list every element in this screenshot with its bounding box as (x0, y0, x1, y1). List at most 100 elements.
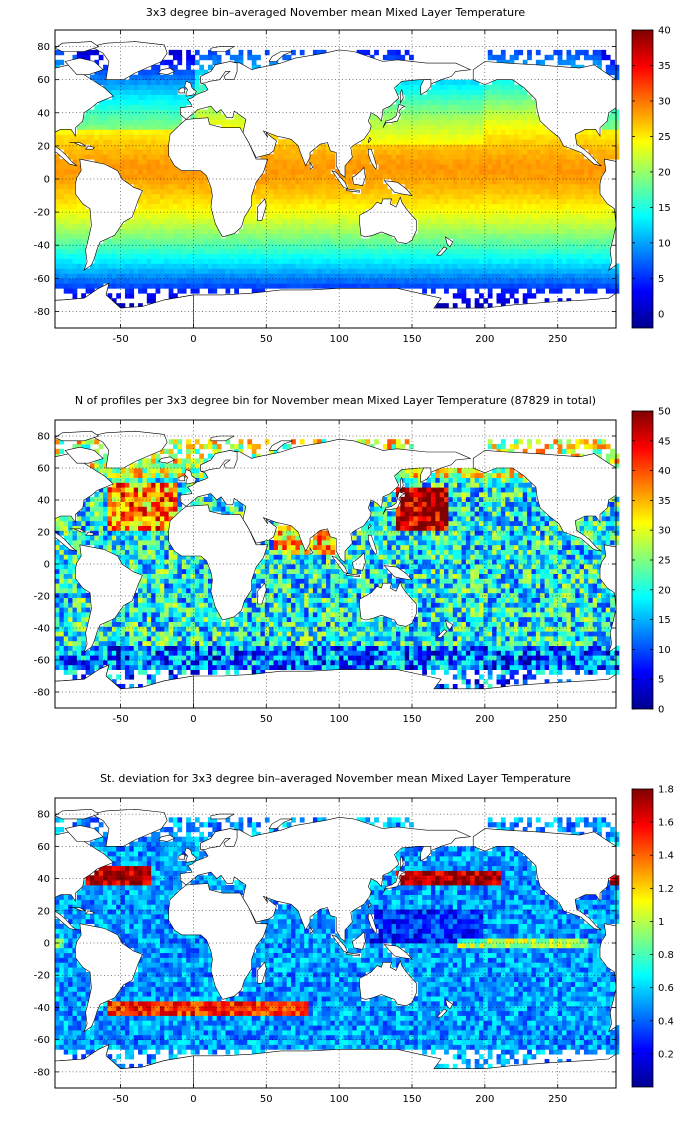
bin-cell (142, 84, 148, 90)
bin-cell (479, 154, 484, 160)
bin-cell (374, 154, 379, 160)
bin-cell (146, 278, 152, 284)
bin-cell (312, 159, 318, 165)
bin-cell (308, 253, 314, 259)
bin-cell (422, 283, 427, 289)
bin-cell (142, 114, 148, 120)
bin-cell (291, 273, 296, 279)
bin-cell (55, 278, 60, 284)
bin-cell (124, 492, 130, 498)
bin-cell (124, 530, 130, 536)
bin-cell (535, 258, 541, 264)
bin-cell (277, 144, 283, 150)
bin-cell (168, 213, 174, 220)
bin-cell (465, 298, 471, 304)
bin-cell (208, 253, 213, 259)
bin-cell (68, 203, 73, 210)
bin-cell (142, 144, 148, 150)
bin-cell (81, 631, 86, 637)
bin-cell (317, 218, 323, 225)
bin-cell (273, 183, 279, 190)
bin-cell (85, 154, 91, 160)
bin-cell (120, 238, 126, 244)
bin-cell (369, 114, 375, 120)
bin-cell (395, 144, 401, 150)
bin-cell (413, 114, 419, 120)
bin-cell (483, 89, 489, 95)
bin-cell (63, 159, 69, 165)
bin-cell (72, 583, 78, 589)
bin-cell (286, 238, 292, 244)
bin-cell (63, 139, 69, 145)
bin-cell (570, 253, 576, 259)
bin-cell (496, 164, 502, 170)
bin-cell (601, 124, 607, 130)
bin-cell (597, 248, 602, 254)
bin-cell (269, 213, 274, 220)
bin-cell (273, 278, 279, 284)
bin-cell (124, 218, 130, 225)
bin-cell (155, 169, 161, 175)
bin-cell (553, 49, 559, 56)
bin-cell (579, 154, 585, 160)
bin-cell (448, 169, 454, 175)
bin-cell (417, 223, 423, 230)
bin-cell (120, 525, 126, 531)
bin-cell (68, 258, 73, 264)
bin-cell (142, 208, 148, 215)
bin-cell (553, 258, 559, 264)
bin-cell (304, 273, 309, 279)
bin-cell (531, 253, 537, 259)
bin-cell (264, 183, 270, 190)
bin-cell (68, 607, 73, 613)
bin-cell (81, 444, 86, 450)
colorbar-tick-label: 30 (658, 96, 671, 107)
bin-cell (72, 293, 78, 299)
bin-cell (422, 233, 427, 239)
bin-cell (382, 258, 388, 264)
bin-cell (409, 164, 414, 170)
bin-cell (365, 253, 371, 259)
bin-cell (579, 183, 585, 190)
bin-cell (98, 626, 104, 632)
bin-cell (111, 645, 117, 651)
bin-cell (435, 203, 441, 210)
bin-cell (588, 208, 594, 215)
bin-cell (356, 193, 362, 200)
bin-cell (116, 540, 121, 546)
bin-cell (422, 109, 427, 115)
bin-cell (378, 144, 384, 150)
bin-cell (63, 233, 69, 239)
bin-cell (465, 179, 471, 185)
bin-cell (98, 268, 104, 274)
bin-cell (575, 288, 580, 294)
bin-cell (308, 169, 314, 175)
bin-cell (566, 208, 572, 215)
bin-cell (98, 525, 104, 531)
bin-cell (151, 104, 156, 110)
bin-cell (81, 268, 86, 274)
bin-cell (120, 520, 126, 526)
bin-cell (81, 54, 86, 61)
bin-cell (186, 263, 191, 269)
bin-cell (417, 183, 423, 190)
bin-cell (273, 169, 279, 175)
bin-cell (339, 218, 344, 225)
bin-cell (374, 268, 379, 274)
bin-cell (566, 149, 572, 155)
bin-cell (295, 188, 301, 195)
bin-cell (487, 223, 493, 230)
bin-cell (374, 243, 379, 249)
bin-cell (72, 169, 78, 175)
bin-cell (129, 535, 135, 541)
bin-cell (177, 198, 183, 205)
bin-cell (483, 114, 489, 120)
bin-cell (391, 134, 397, 140)
bin-cell (199, 258, 205, 264)
bin-cell (129, 636, 135, 642)
bin-cell (168, 278, 174, 284)
bin-cell (299, 213, 305, 220)
bin-cell (448, 183, 454, 190)
bin-cell (374, 188, 379, 195)
bin-cell (72, 144, 78, 150)
